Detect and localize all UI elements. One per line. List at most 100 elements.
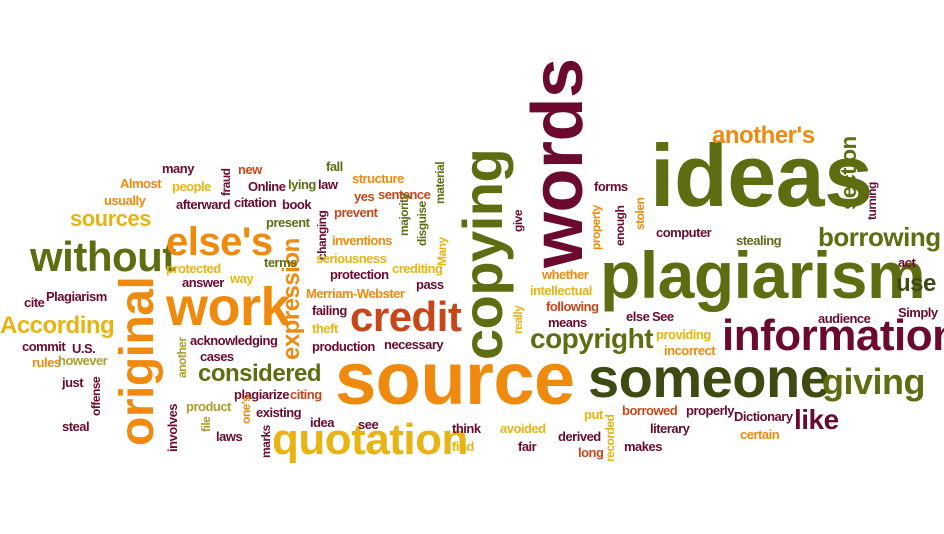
word-terms: terms bbox=[264, 255, 297, 270]
word-like: like bbox=[794, 404, 839, 435]
word-pass: pass bbox=[416, 277, 444, 292]
word-protection: protection bbox=[330, 267, 389, 282]
word-enough: enough bbox=[613, 205, 627, 246]
word-source: source bbox=[335, 337, 575, 420]
word-almost: Almost bbox=[120, 176, 162, 191]
word-many: many bbox=[162, 161, 194, 176]
word-information: information bbox=[722, 311, 944, 360]
word-protected: protected bbox=[166, 261, 221, 276]
word-use: use bbox=[896, 270, 936, 297]
word-answer: answer bbox=[182, 275, 224, 290]
word-intellectual: intellectual bbox=[530, 283, 592, 298]
word-prevent: prevent bbox=[334, 205, 378, 220]
word-following: following bbox=[546, 299, 599, 314]
word-derived: derived bbox=[558, 429, 601, 444]
word-failing: failing bbox=[312, 303, 347, 318]
word-borrowing: borrowing bbox=[818, 222, 941, 252]
word-dictionary: Dictionary bbox=[734, 409, 793, 424]
word-however: however bbox=[58, 353, 108, 368]
word-new: new bbox=[238, 162, 262, 177]
word-original: original bbox=[111, 276, 164, 446]
word-according: According bbox=[0, 312, 115, 339]
word-steal: steal bbox=[62, 419, 90, 434]
word-stolen: stolen bbox=[633, 197, 647, 230]
word-cite: cite bbox=[24, 295, 45, 310]
word-marks: marks bbox=[259, 425, 273, 458]
word-disguise: disguise bbox=[415, 201, 429, 246]
word-means: means bbox=[548, 315, 587, 330]
word-recorded: recorded bbox=[603, 414, 617, 462]
word-structure: structure bbox=[352, 171, 404, 186]
word-file: file bbox=[199, 416, 213, 432]
word-property: property bbox=[589, 205, 603, 250]
word-afterward: afterward bbox=[176, 197, 231, 212]
word-offense: offense bbox=[89, 376, 103, 416]
word-act: act bbox=[898, 255, 916, 270]
word-necessary: necessary bbox=[384, 337, 444, 352]
word-lying: lying bbox=[288, 177, 316, 192]
word-properly: properly bbox=[686, 403, 735, 418]
word-present: present bbox=[266, 215, 310, 230]
word-find: find bbox=[452, 439, 474, 454]
word-incorrect: incorrect bbox=[664, 343, 716, 358]
word-acknowledging: acknowledging bbox=[190, 333, 278, 348]
word-plagiarize: plagiarize bbox=[234, 387, 289, 402]
word-providing: providing bbox=[656, 327, 711, 342]
word-ones: one's bbox=[239, 395, 253, 424]
word-inventions: inventions bbox=[332, 233, 393, 248]
word-involves: involves bbox=[165, 403, 180, 452]
word-else: else bbox=[626, 309, 650, 324]
word-work: work bbox=[166, 277, 291, 337]
word-think: think bbox=[452, 421, 481, 436]
word-just: just bbox=[62, 375, 84, 390]
word-copyright: copyright bbox=[530, 323, 654, 354]
word-borrowed: borrowed bbox=[622, 403, 678, 418]
word-book: book bbox=[282, 197, 312, 212]
word-online: Online bbox=[248, 179, 286, 194]
word-copying: copying bbox=[451, 148, 514, 360]
word-plagiarism: plagiarism bbox=[600, 238, 926, 312]
word-fair: fair bbox=[518, 439, 537, 454]
word-idea: idea bbox=[310, 415, 335, 430]
word-certain: certain bbox=[740, 427, 780, 442]
word-sources: sources bbox=[70, 206, 151, 231]
word-giving: giving bbox=[822, 361, 926, 402]
word-someone: someone bbox=[588, 346, 831, 409]
word-citation: citation bbox=[234, 195, 277, 210]
word-law: law bbox=[318, 177, 338, 192]
word-crediting: crediting bbox=[392, 261, 443, 276]
word-people: people bbox=[172, 179, 211, 194]
word-considered: considered bbox=[198, 360, 322, 387]
word-way: way bbox=[230, 271, 254, 286]
word-long: long bbox=[578, 445, 604, 460]
word-simply: Simply bbox=[898, 305, 938, 320]
word-theft: theft bbox=[312, 321, 338, 336]
word-us: U.S. bbox=[72, 341, 96, 356]
word-see-cap: See bbox=[652, 309, 674, 324]
word-merriam-webster: Merriam-Webster bbox=[306, 286, 405, 301]
word-see: see bbox=[358, 417, 379, 432]
word-another: another bbox=[175, 337, 189, 378]
word-product: product bbox=[186, 399, 231, 414]
word-turning: turning bbox=[865, 182, 879, 220]
word-makes: makes bbox=[624, 439, 662, 454]
word-seriousness: seriousness bbox=[316, 251, 387, 266]
word-commit: commit bbox=[22, 339, 66, 354]
word-computer: computer bbox=[656, 225, 712, 240]
word-rules: rules bbox=[32, 355, 61, 370]
word-production: production bbox=[312, 339, 375, 354]
word-citing: citing bbox=[290, 387, 322, 402]
word-forms: forms bbox=[594, 179, 628, 194]
word-whether: whether bbox=[542, 267, 589, 282]
word-anothers: another's bbox=[712, 122, 815, 149]
word-elses: else's bbox=[166, 220, 273, 264]
word-fall: fall bbox=[326, 159, 343, 174]
word-literary: literary bbox=[650, 421, 690, 436]
word-material: material bbox=[433, 161, 447, 204]
word-avoided: avoided bbox=[500, 421, 546, 436]
word-usually: usually bbox=[104, 193, 146, 208]
word-audience: audience bbox=[818, 311, 871, 326]
word-sentence: sentence bbox=[378, 187, 431, 202]
word-give: give bbox=[511, 209, 525, 232]
